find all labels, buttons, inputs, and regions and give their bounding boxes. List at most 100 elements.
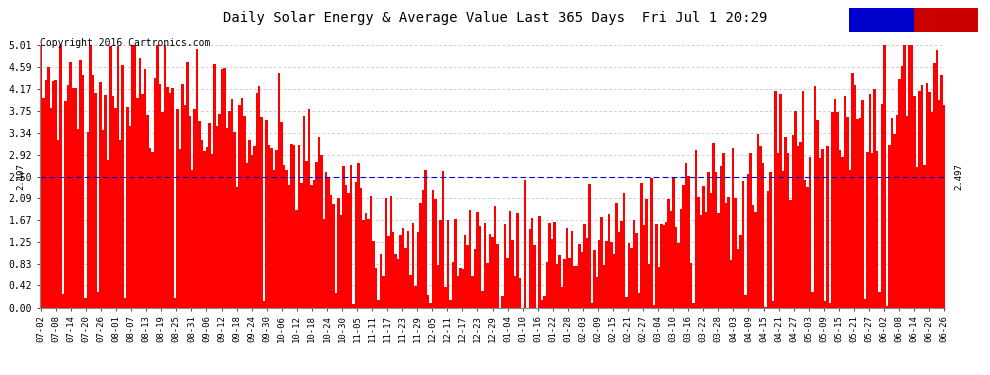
Bar <box>772 300 774 307</box>
Bar <box>861 100 863 308</box>
Bar <box>144 69 147 308</box>
Bar <box>315 162 318 308</box>
Bar <box>127 107 129 308</box>
Bar <box>168 93 171 308</box>
Bar <box>687 176 690 308</box>
Bar <box>231 99 234 308</box>
Bar <box>797 146 799 308</box>
Bar <box>893 134 896 308</box>
Bar <box>506 258 509 308</box>
Bar <box>873 89 876 308</box>
Bar <box>479 226 481 308</box>
Bar <box>563 259 565 308</box>
Bar <box>273 170 275 308</box>
Bar <box>657 267 660 308</box>
Bar <box>206 147 208 308</box>
Bar <box>340 215 343 308</box>
Bar <box>787 153 789 308</box>
Bar <box>290 144 293 308</box>
Text: 2.497: 2.497 <box>954 163 963 190</box>
Bar <box>198 121 201 308</box>
Bar <box>928 92 931 308</box>
Bar <box>471 276 474 308</box>
Text: Average  ($): Average ($) <box>852 15 917 24</box>
Bar <box>761 163 764 308</box>
Bar <box>539 216 541 308</box>
Bar <box>933 63 936 308</box>
Bar <box>94 93 97 308</box>
Bar <box>476 212 479 308</box>
Bar <box>176 110 178 308</box>
Bar <box>253 146 255 308</box>
Bar <box>555 264 558 308</box>
Bar <box>560 287 563 308</box>
Bar <box>394 254 397 308</box>
Bar <box>896 115 898 308</box>
Bar <box>769 172 772 308</box>
Bar <box>99 82 102 308</box>
Bar <box>534 245 536 308</box>
Bar <box>764 307 767 308</box>
Bar <box>700 215 702 308</box>
Bar <box>250 154 253 308</box>
Bar <box>161 112 163 308</box>
Bar <box>881 105 883 308</box>
Bar <box>754 212 756 308</box>
Bar <box>842 157 843 308</box>
Bar <box>425 170 427 308</box>
Bar <box>379 254 382 308</box>
Text: 2.497: 2.497 <box>17 163 26 190</box>
Bar <box>807 187 809 308</box>
Bar <box>853 85 856 308</box>
Bar <box>643 225 645 308</box>
Bar <box>72 88 74 308</box>
Bar <box>529 229 531 308</box>
Bar <box>774 92 777 308</box>
Bar <box>335 294 338 308</box>
Bar <box>445 287 446 308</box>
Bar <box>122 65 124 308</box>
Bar <box>142 94 144 308</box>
Bar <box>248 140 250 308</box>
Bar <box>588 184 591 308</box>
Bar <box>347 193 349 308</box>
Bar <box>647 264 650 308</box>
Bar <box>938 100 940 308</box>
Bar <box>308 109 310 308</box>
Bar <box>191 170 193 308</box>
Bar <box>824 301 827 307</box>
Bar <box>616 202 618 308</box>
Bar <box>667 199 670 308</box>
Bar <box>541 300 544 307</box>
Bar <box>357 163 359 308</box>
Bar <box>570 231 573 308</box>
Bar <box>295 210 298 308</box>
Bar <box>871 153 873 308</box>
Bar <box>132 45 134 308</box>
Bar <box>901 66 903 308</box>
Bar <box>606 241 608 308</box>
Bar <box>680 209 682 308</box>
Bar <box>690 263 692 308</box>
Bar <box>832 112 834 308</box>
Bar <box>822 148 824 308</box>
Bar <box>364 213 367 308</box>
Bar <box>916 167 918 308</box>
Bar <box>236 187 239 308</box>
Bar <box>382 276 384 308</box>
Bar <box>410 275 412 308</box>
Bar <box>163 45 166 308</box>
Bar <box>829 303 832 307</box>
Bar <box>725 203 727 308</box>
Bar <box>777 153 779 308</box>
Bar <box>52 81 54 308</box>
Bar <box>863 299 866 307</box>
Bar <box>77 129 79 308</box>
Bar <box>92 75 94 308</box>
Bar <box>926 84 928 308</box>
Bar <box>705 212 707 308</box>
Bar <box>305 160 308 308</box>
Bar <box>580 252 583 308</box>
Bar <box>596 278 598 308</box>
Bar <box>851 72 853 308</box>
